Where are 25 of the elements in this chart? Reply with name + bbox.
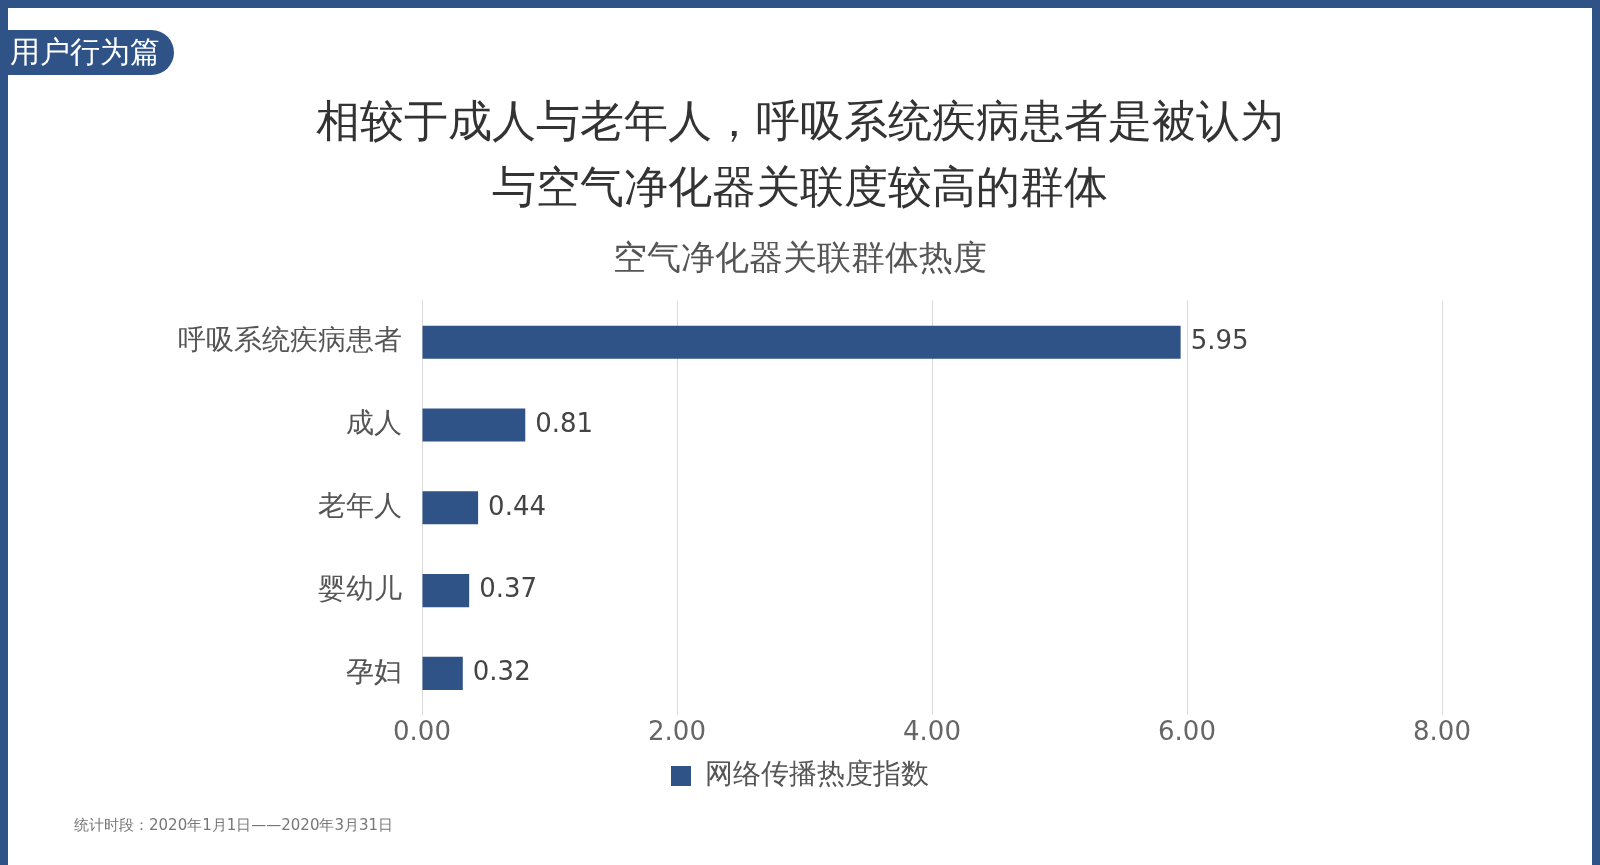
data-label: 0.44 [488,490,546,521]
y-tick-label: 老年人 [318,489,402,523]
legend-label: 网络传播热度指数 [705,757,929,791]
x-tick-label: 4.00 [903,716,961,747]
x-tick-label: 0.00 [393,716,451,747]
bar [422,656,463,690]
chart-subtitle: 空气净化器关联群体热度 [613,237,987,278]
y-tick-label: 婴幼儿 [318,571,402,605]
data-label: 0.81 [535,407,594,438]
bar [422,325,1181,359]
text: 用户行为篇 [8,30,174,75]
x-tick-label: 6.00 [1158,716,1216,747]
x-tick-label: 8.00 [1413,716,1471,747]
bar [422,408,526,442]
bar [422,574,470,608]
data-label: 0.32 [472,656,531,687]
y-tick-label: 呼吸系统疾病患者 [178,323,402,357]
y-tick-label: 孕妇 [346,654,402,688]
x-tick-label: 2.00 [648,716,706,747]
chart-title: 相较于成人与老年人，呼吸系统疾病患者是被认为与空气净化器关联度较高的群体 [315,94,1285,214]
text: 统计时段：2020年1月1日——2020年3月31日 [74,816,394,835]
data-label: 5.95 [1190,324,1249,355]
data-label: 0.37 [479,573,538,604]
y-tick-label: 成人 [346,406,402,440]
bar [422,491,479,525]
